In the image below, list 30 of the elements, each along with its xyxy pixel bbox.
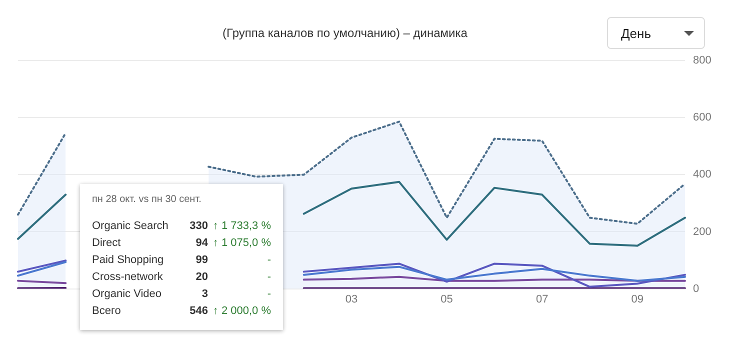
text: ↑ 2 000,0 % bbox=[212, 304, 271, 316]
y-tick-label: 400 bbox=[693, 168, 712, 181]
annotation: 99 bbox=[194, 254, 208, 266]
annotation: - bbox=[266, 270, 271, 282]
text: День bbox=[607, 17, 705, 49]
annotation: Cross-network bbox=[92, 270, 164, 282]
annotation: 20 bbox=[194, 270, 208, 282]
annotation: - bbox=[266, 288, 271, 300]
annotation: пн 28 окт. vs пн 30 сент. bbox=[92, 194, 202, 205]
annotation: 3 bbox=[200, 288, 208, 300]
y-tick-label: 0 bbox=[693, 282, 700, 295]
y-tick-label: 800 bbox=[693, 54, 712, 67]
text: 546 bbox=[188, 304, 208, 316]
annotation: ↑ 1 075,0 % bbox=[212, 236, 271, 248]
annotation: Organic Search bbox=[92, 220, 170, 232]
annotation: 94 bbox=[194, 236, 208, 248]
x-tick-label: 03 bbox=[345, 293, 358, 306]
x-tick-label: 07 bbox=[536, 293, 548, 306]
annotation: Organic Video bbox=[92, 288, 163, 300]
annotation: Direct bbox=[92, 236, 122, 248]
y-tick-label: 200 bbox=[693, 226, 712, 238]
annotation: 330 bbox=[188, 220, 208, 232]
annotation: Paid Shopping bbox=[92, 254, 165, 266]
x-tick-label: 05 bbox=[440, 293, 453, 306]
chart-title: (Группа каналов по умолчанию) – динамика bbox=[222, 26, 468, 40]
annotation: - bbox=[266, 254, 271, 266]
y-tick-label: 600 bbox=[693, 112, 712, 124]
annotation: ↑ 1 733,3 % bbox=[212, 220, 271, 232]
x-tick-label: 09 bbox=[631, 293, 644, 306]
text: Всего bbox=[92, 304, 122, 316]
